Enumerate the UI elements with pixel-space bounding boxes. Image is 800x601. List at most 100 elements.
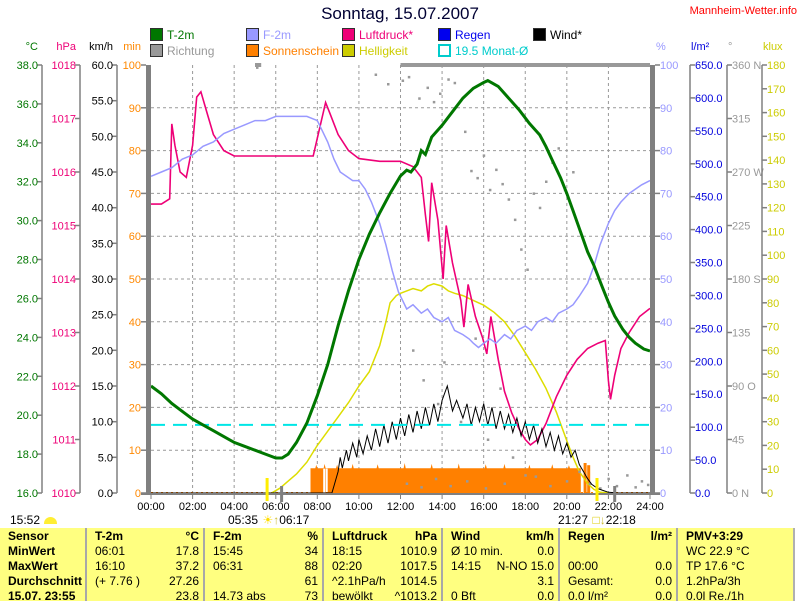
table-cell: Luftdruck hPa bbox=[322, 528, 443, 543]
axis-unit-label: % bbox=[656, 41, 666, 53]
axis-tick-label: 90 O bbox=[732, 381, 756, 393]
axis-tick-label: 40 bbox=[767, 393, 779, 405]
axis-tick-label: 30 bbox=[129, 360, 141, 372]
cell-text-left: 15:45 bbox=[213, 544, 244, 558]
axis-unit-label: hPa bbox=[56, 41, 76, 53]
cell-text-left: 0.0l Re./1h bbox=[686, 589, 745, 601]
axis-tick-label: 600.0 bbox=[695, 93, 723, 105]
axis-tick-label: 1014 bbox=[52, 274, 76, 286]
table-cell: 00:00 0.0 bbox=[558, 558, 678, 573]
cell-text-left: ^2.1hPa/h bbox=[332, 574, 386, 588]
table-cell: 16:10 37.2 bbox=[85, 558, 205, 573]
axis-tick-label: 1016 bbox=[52, 167, 76, 179]
cell-text-left: bewölkt bbox=[332, 589, 373, 601]
row-label: MinWert bbox=[8, 544, 56, 558]
cell-text-right: 0.0 bbox=[655, 589, 672, 601]
table-row: Durchschnitt (+ 7.76 ) 27.26 61 ^2.1hPa/h 101… bbox=[0, 573, 793, 588]
axis-tick-label: 30.0 bbox=[92, 274, 113, 286]
axis-tick-label: 360 N bbox=[732, 60, 761, 72]
site-link[interactable]: Mannheim-Wetter.info bbox=[689, 5, 797, 17]
cell-text-left: 00:00 bbox=[568, 559, 599, 573]
axis-tick-label: 55.0 bbox=[92, 96, 113, 108]
axis-tick-label: 70 bbox=[767, 322, 779, 334]
cell-text-right: ^1013.2 bbox=[394, 589, 437, 601]
x-tick-label: 14:00 bbox=[428, 501, 456, 513]
row-label: 15.07. 23:55 bbox=[8, 589, 76, 601]
table-cell: Ø 10 min. 0.0 bbox=[441, 543, 560, 558]
cell-text-right: 23.8 bbox=[175, 589, 199, 601]
axis-tick-label: 140 bbox=[767, 155, 785, 167]
axis-tick-label: 90 bbox=[129, 103, 141, 115]
table-cell: TP 17.6 °C bbox=[676, 558, 793, 573]
table-cell: 0 Bft 0.0 bbox=[441, 588, 560, 601]
table-cell bbox=[558, 543, 678, 558]
axis-tick-label: 225 bbox=[732, 221, 750, 233]
axis-tick-label: 1015 bbox=[52, 221, 76, 233]
cell-text-left: WC 22.9 °C bbox=[686, 544, 750, 558]
x-tick-label: 12:00 bbox=[387, 501, 415, 513]
legend-label: Luftdruck* bbox=[359, 28, 414, 42]
axis-tick-label: 40 bbox=[129, 317, 141, 329]
row-label-cell: MaxWert bbox=[0, 558, 85, 573]
cell-text-left: 1.2hPa/3h bbox=[686, 574, 741, 588]
x-tick-label: 02:00 bbox=[179, 501, 207, 513]
cell-text-left: 0.0 l/m² bbox=[568, 589, 609, 601]
cell-text-right: 73 bbox=[304, 589, 318, 601]
cell-text-right: 34 bbox=[304, 544, 318, 558]
legend-item: 19.5 Monat-Ø bbox=[438, 44, 529, 58]
table-cell: 15:45 34 bbox=[203, 543, 324, 558]
table-cell: 14.73 abs 73 bbox=[203, 588, 324, 601]
legend-label: Sonnenschein bbox=[263, 44, 340, 58]
cell-text-left: 14:15 bbox=[451, 559, 482, 573]
axis-tick-label: 180 S bbox=[732, 274, 761, 286]
cell-text-right: N-NO 15.0 bbox=[496, 559, 554, 573]
cell-text-right: °C bbox=[185, 529, 199, 543]
axis-tick-label: 120 bbox=[767, 203, 785, 215]
cell-text-right: 0.0 bbox=[655, 559, 672, 573]
legend-label: Regen bbox=[455, 28, 491, 42]
dusk-time: 22:18 bbox=[605, 513, 636, 527]
legend-swatch bbox=[438, 44, 451, 57]
axis-tick-label: 70 bbox=[129, 188, 141, 200]
axis-tick-label: 22.0 bbox=[17, 371, 38, 383]
axis-tick-label: 400.0 bbox=[695, 225, 723, 237]
legend-swatch bbox=[150, 44, 163, 57]
axis-tick-label: 60 bbox=[129, 231, 141, 243]
table-cell: ^2.1hPa/h 1014.5 bbox=[322, 573, 443, 588]
x-tick-label: 08:00 bbox=[304, 501, 332, 513]
legend-item: T-2m bbox=[150, 28, 194, 42]
axis-tick-label: 20 bbox=[767, 440, 779, 452]
legend-label: Helligkeit bbox=[359, 44, 408, 58]
axis-tick-label: 160 bbox=[767, 108, 785, 120]
cell-text-right: km/h bbox=[525, 529, 554, 543]
table-cell: 02:20 1017.5 bbox=[322, 558, 443, 573]
table-row: Sensor T-2m °C F-2m% Luftdruck hPa Wind km/h Reg… bbox=[0, 528, 793, 543]
x-tick-label: 00:00 bbox=[137, 501, 165, 513]
axis-tick-label: 100 bbox=[767, 250, 785, 262]
table-cell: WC 22.9 °C bbox=[676, 543, 793, 558]
cell-text-right: 1017.5 bbox=[400, 559, 437, 573]
cell-text-left: 0 Bft bbox=[451, 589, 476, 601]
axis-tick-label: 1011 bbox=[52, 435, 76, 447]
legend-label: 19.5 Monat-Ø bbox=[455, 44, 529, 58]
axis-tick-label: 26.0 bbox=[17, 294, 38, 306]
table-cell: F-2m% bbox=[203, 528, 324, 543]
axis-tick-label: 50.0 bbox=[695, 455, 716, 467]
person-up-icon: ↑ bbox=[273, 513, 280, 527]
axis-tick-label: 100.0 bbox=[695, 422, 723, 434]
axis-tick-label: 40.0 bbox=[92, 203, 113, 215]
sunset-time: 21:27 bbox=[558, 513, 589, 527]
person-down-icon: ↓ bbox=[599, 513, 606, 527]
table-cell: Wind km/h bbox=[441, 528, 560, 543]
cell-text-right: hPa bbox=[414, 529, 437, 543]
cell-text-right: 0.0 bbox=[655, 574, 672, 588]
axis-tick-label: 28.0 bbox=[17, 255, 38, 267]
cell-text-left: Gesamt: bbox=[568, 574, 614, 588]
axis-tick-label: 50 bbox=[660, 274, 672, 286]
axis-unit-label: l/m² bbox=[691, 41, 710, 53]
axis-tick-label: 180 bbox=[767, 60, 785, 72]
legend-swatch bbox=[342, 44, 355, 57]
table-row: MinWert 06:01 17.8 15:45 34 18:15 1010.9 Ø 10 m… bbox=[0, 543, 793, 558]
axis-tick-label: 45 bbox=[732, 435, 744, 447]
